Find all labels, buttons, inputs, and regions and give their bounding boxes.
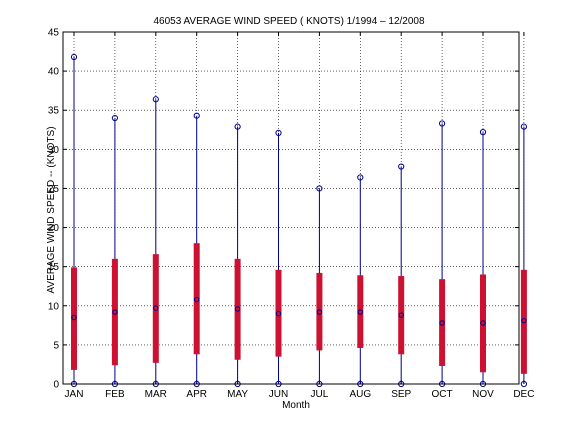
mean-marker xyxy=(234,306,241,312)
plot-frame xyxy=(62,31,520,385)
month-group-mar xyxy=(152,96,159,388)
x-tick-label: SEP xyxy=(391,389,411,400)
plot-marks xyxy=(70,53,528,388)
month-group-jul xyxy=(316,185,323,388)
mean-marker xyxy=(398,312,404,318)
x-axis-title: Month xyxy=(282,400,310,411)
max-marker xyxy=(152,96,159,103)
x-tick-label: JAN xyxy=(65,389,84,400)
mean-marker xyxy=(357,309,363,315)
y-tick-label: 0 xyxy=(53,380,59,391)
x-tick-label: AUG xyxy=(349,389,371,400)
mean-marker xyxy=(153,305,159,311)
month-group-nov xyxy=(479,129,487,388)
mean-marker xyxy=(521,317,527,324)
y-axis-title: AVERAGE WIND SPEED -- (KNOTS) xyxy=(46,126,57,293)
month-group-aug xyxy=(357,174,364,388)
y-tick-label: 45 xyxy=(48,28,60,39)
min-marker xyxy=(520,380,528,388)
x-tick-label: JUN xyxy=(269,389,288,400)
month-group-apr xyxy=(193,112,200,388)
x-tick-label: NOV xyxy=(472,389,494,400)
x-axis-ticks: JAN FEB MAR APR MAY JUN JUL AUG SEP OCT NOV DEC xyxy=(65,32,534,400)
max-marker xyxy=(193,112,200,119)
max-marker xyxy=(111,114,119,122)
max-marker xyxy=(520,123,528,130)
grid xyxy=(63,32,525,384)
y-tick-label: 40 xyxy=(48,67,60,78)
x-tick-label: APR xyxy=(186,389,207,400)
chart-title: 46053 AVERAGE WIND SPEED ( KNOTS) 1/1994… xyxy=(153,16,424,27)
month-group-oct xyxy=(439,120,446,388)
y-tick-label: 35 xyxy=(48,106,60,117)
month-group-jun xyxy=(275,129,282,388)
mean-marker xyxy=(480,320,486,326)
month-group-may xyxy=(234,123,241,388)
max-marker xyxy=(316,185,323,192)
mean-marker xyxy=(194,296,200,303)
y-axis-ticks: 0 5 10 15 20 25 30 35 40 45 xyxy=(48,28,519,391)
mean-marker xyxy=(439,320,445,326)
x-tick-label: MAY xyxy=(227,389,248,400)
y-tick-label: 5 xyxy=(53,340,59,351)
max-marker xyxy=(439,120,446,127)
y-tick-label: 10 xyxy=(48,301,60,312)
month-group-dec xyxy=(520,123,528,388)
mean-marker xyxy=(71,314,77,321)
max-marker xyxy=(479,129,487,136)
max-marker xyxy=(234,123,241,130)
max-marker xyxy=(275,129,282,137)
month-group-jan xyxy=(70,53,78,388)
mean-marker xyxy=(112,309,118,315)
max-marker xyxy=(398,163,405,170)
y-tick-label: 25 xyxy=(48,184,60,195)
x-tick-label: DEC xyxy=(513,389,534,400)
max-marker xyxy=(70,53,78,61)
x-tick-label: MAR xyxy=(145,389,167,400)
month-group-sep xyxy=(398,163,405,388)
mean-marker xyxy=(316,309,323,315)
month-group-feb xyxy=(111,114,119,388)
x-tick-label: OCT xyxy=(432,389,453,400)
y-tick-label: 15 xyxy=(48,262,60,273)
max-marker xyxy=(357,174,364,181)
mean-marker xyxy=(275,310,282,317)
y-tick-label: 30 xyxy=(48,145,60,156)
x-tick-label: JUL xyxy=(311,389,329,400)
y-tick-label: 20 xyxy=(48,223,60,234)
x-tick-label: FEB xyxy=(105,389,125,400)
